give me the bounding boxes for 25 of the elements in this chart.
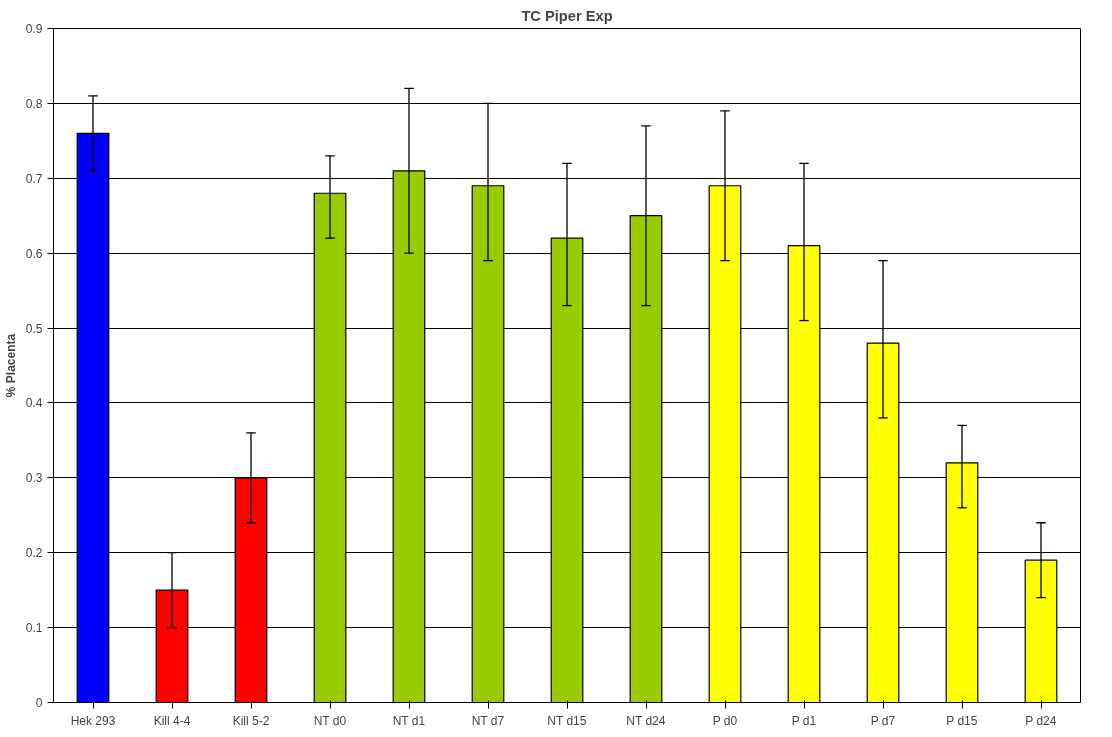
x-tick-label: P d7 xyxy=(870,713,896,728)
y-tick-label: 0.4 xyxy=(25,396,43,411)
x-tick-label: P d0 xyxy=(712,713,738,728)
x-tick-label: NT d1 xyxy=(392,713,426,728)
y-tick-label: 0.5 xyxy=(25,321,43,336)
x-tick-label: P d24 xyxy=(1025,713,1057,728)
y-tick-label: 0.1 xyxy=(25,621,43,636)
y-tick-label: 0.9 xyxy=(25,22,43,36)
y-axis-title: % Placenta xyxy=(3,333,18,398)
x-tick-label: NT d24 xyxy=(626,713,666,728)
y-tick-label: 0.2 xyxy=(25,546,43,561)
x-tick-label: Hek 293 xyxy=(70,713,116,728)
x-tick-label: NT d0 xyxy=(313,713,347,728)
y-tick-label: 0.7 xyxy=(25,171,43,186)
x-tick-label: P d15 xyxy=(946,713,978,728)
y-tick-label: 0.8 xyxy=(25,96,43,111)
x-tick-label: NT d7 xyxy=(471,713,505,728)
chart-title: TC Piper Exp xyxy=(521,7,613,24)
y-tick-label: 0 xyxy=(35,696,43,710)
x-tick-label: Kill 5-2 xyxy=(232,713,270,728)
y-tick-label: 0.3 xyxy=(25,471,43,486)
y-tick-label: 0.6 xyxy=(25,246,43,261)
x-tick-label: Kill 4-4 xyxy=(153,713,191,728)
x-tick-label: P d1 xyxy=(791,713,817,728)
x-tick-label: NT d15 xyxy=(547,713,587,728)
